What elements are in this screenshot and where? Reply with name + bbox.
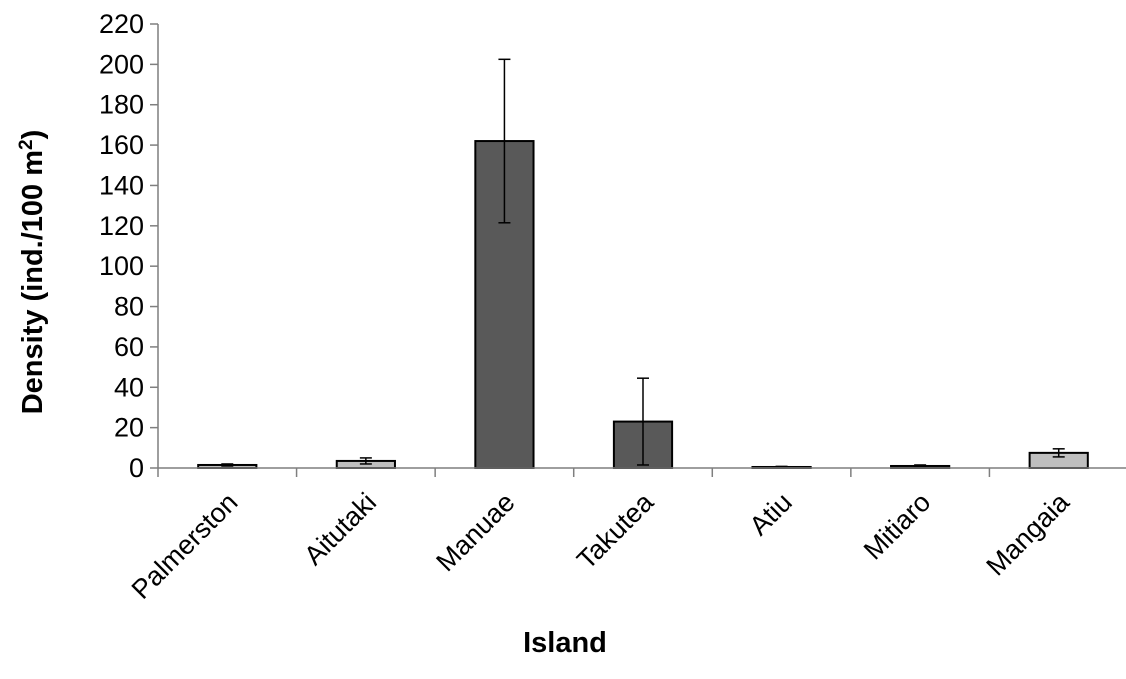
y-tick-label: 100 [99,251,144,281]
error-bar-manuae [498,58,511,224]
y-tick-label: 160 [99,130,144,160]
y-tick-label: 220 [99,9,144,39]
x-category-label: Takutea [571,486,660,575]
error-bar-mitiaro [914,464,927,468]
y-tick-label: 80 [114,292,144,322]
error-bar-takutea [637,377,649,466]
y-axis-title: Density (ind./100 m2) [16,130,50,415]
error-bar-aitutaki [359,457,372,465]
bars [197,58,1089,470]
y-tick-label: 40 [114,372,144,402]
x-category-label: Aitutaki [298,487,382,571]
x-category-label: Mitiaro [858,487,936,565]
y-tick-label: 20 [114,413,144,443]
x-axis [157,467,1126,477]
y-tick-label: 60 [114,332,144,362]
y-tick-label: 140 [99,170,144,200]
y-tick-label: 120 [99,211,144,241]
error-bar-palmerston [221,463,234,467]
y-tick-label: 200 [99,49,144,79]
y-tick-label: 180 [99,90,144,120]
x-category-label: Mangaia [981,486,1076,581]
x-axis-category-labels: Palmerston Aitutaki Manuae Takutea Atiu Mitia… [126,486,1076,604]
error-bar-mangaia [1052,448,1065,458]
x-category-label: Atiu [744,487,798,541]
x-category-label: Manuae [430,487,520,577]
x-axis-title: Island [523,627,607,659]
y-axis-ticks: 0 20 40 60 80 100 120 140 160 180 200 220 [99,9,159,483]
y-tick-label: 0 [129,453,144,483]
x-category-label: Palmerston [126,487,244,605]
